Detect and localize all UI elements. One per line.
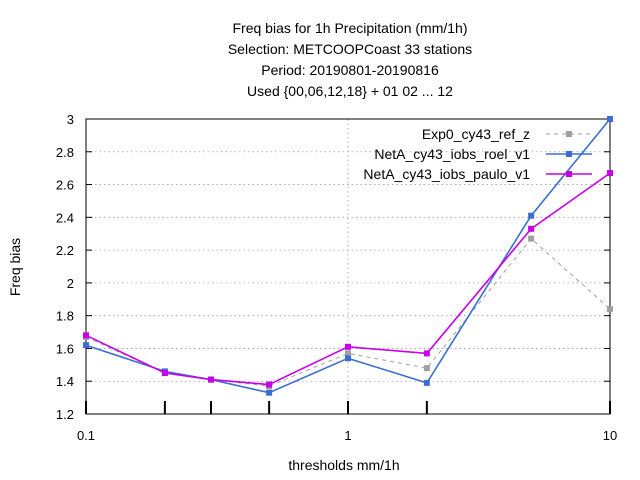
data-point <box>83 332 89 339</box>
legend-item-0: Exp0_cy43_ref_z <box>422 126 592 142</box>
series-group <box>83 116 613 396</box>
data-point <box>607 170 613 177</box>
data-point <box>345 343 351 350</box>
data-point <box>607 306 613 313</box>
y-axis-label: Freq bias <box>7 238 23 296</box>
chart-title-line-2: Selection: METCOOPCoast 33 stations <box>228 41 472 57</box>
legend-item-2: NetA_cy43_iobs_paulo_v1 <box>363 166 592 182</box>
data-point <box>528 225 535 232</box>
legend-item-1: NetA_cy43_iobs_roel_v1 <box>374 146 592 162</box>
y-tick-label: 1.2 <box>56 407 74 422</box>
data-point <box>161 370 168 377</box>
legend-marker <box>566 151 572 157</box>
legend: Exp0_cy43_ref_z NetA_cy43_iobs_roel_v1 Net… <box>363 126 592 182</box>
data-point <box>266 381 273 388</box>
y-tick-label: 2 <box>67 276 74 291</box>
data-point <box>528 212 535 219</box>
series-line <box>85 118 611 394</box>
series-2 <box>83 170 613 388</box>
legend-label: Exp0_cy43_ref_z <box>422 126 530 142</box>
data-point <box>83 342 89 349</box>
data-point <box>345 355 351 362</box>
data-point <box>423 350 430 357</box>
series-line <box>85 237 611 387</box>
legend-label: NetA_cy43_iobs_paulo_v1 <box>363 166 530 182</box>
chart-title-line-3: Period: 20190801-20190816 <box>261 62 439 78</box>
data-point <box>266 389 273 396</box>
chart-title-line-1: Freq bias for 1h Precipitation (mm/1h) <box>233 20 468 36</box>
x-axis-label: thresholds mm/1h <box>288 457 399 473</box>
x-tick-label: 0.1 <box>77 428 95 443</box>
data-point <box>607 116 613 122</box>
y-tick-label: 2.4 <box>56 210 74 225</box>
legend-label: NetA_cy43_iobs_roel_v1 <box>374 146 530 162</box>
y-tick-label: 1.6 <box>56 341 74 356</box>
y-tick-label: 2.2 <box>56 243 74 258</box>
y-tick-label: 1.4 <box>56 374 74 389</box>
chart-title-line-4: Used {00,06,12,18} + 01 02 ... 12 <box>247 83 453 99</box>
data-point <box>423 365 430 372</box>
data-point <box>345 350 351 357</box>
series-line <box>85 172 611 386</box>
axis-ticks: 1.2 1.4 1.6 1.8 2 2.2 2.4 2.6 2.8 3 0.1 1 10 <box>56 112 617 443</box>
x-tick-label: 10 <box>603 428 617 443</box>
y-tick-label: 1.8 <box>56 309 74 324</box>
y-tick-label: 2.6 <box>56 178 74 193</box>
x-tick-label: 1 <box>344 428 351 443</box>
legend-marker <box>566 171 572 177</box>
data-point <box>528 235 535 242</box>
y-tick-label: 2.8 <box>56 145 74 160</box>
legend-marker <box>566 131 572 137</box>
data-point <box>208 376 215 383</box>
data-point <box>423 379 430 386</box>
y-tick-label: 3 <box>67 112 74 127</box>
